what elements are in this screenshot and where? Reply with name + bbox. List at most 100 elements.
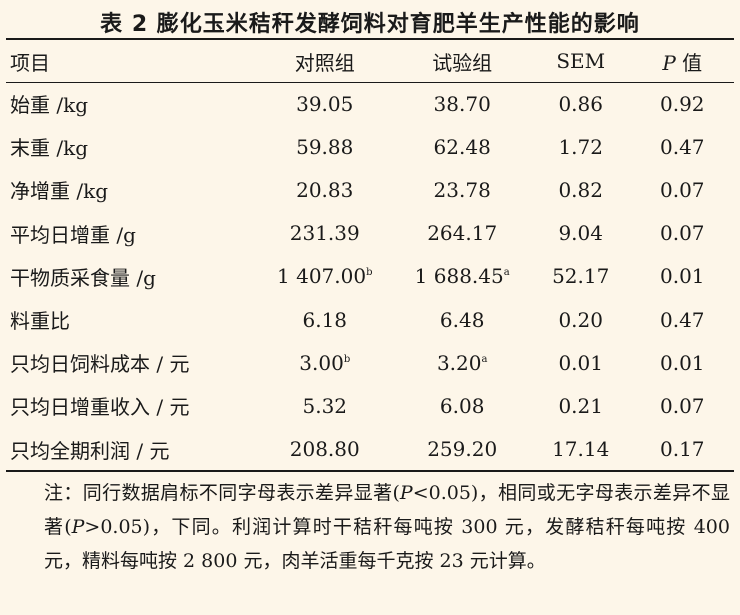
row-control: 59.88 (256, 125, 393, 168)
row-sem: 1.72 (531, 125, 631, 168)
row-p-value-value: 0.01 (659, 264, 705, 289)
row-experiment: 23.78 (393, 168, 530, 211)
row-experiment: 3.20a (393, 341, 530, 384)
row-p-value-value: 0.47 (659, 134, 705, 159)
row-sem-value: 0.21 (558, 393, 603, 418)
row-p-value: 0.01 (631, 255, 734, 298)
significance-letter: b (343, 353, 351, 365)
row-experiment-value: 3.20 (436, 350, 482, 375)
table-row: 末重 /kg 59.88 62.48 1.72 0.47 (6, 125, 734, 168)
table-row: 只均日增重收入 / 元 5.32 6.08 0.21 0.07 (6, 384, 734, 427)
table-row: 料重比 6.18 6.48 0.20 0.47 (6, 298, 734, 341)
note-text-3: >0.05)，下同。利润计算时干秸秆每吨按 300 元，发酵秸秆每吨按 400 … (44, 516, 730, 572)
note-text-2: <0.05)，相同或无字母表示差异不显著( (44, 482, 730, 538)
row-sem-value: 17.14 (552, 437, 610, 462)
row-item: 末重 /kg (6, 125, 256, 168)
row-sem: 52.17 (531, 255, 631, 298)
row-control: 39.05 (256, 82, 393, 125)
row-sem: 0.20 (531, 298, 631, 341)
row-experiment-value: 62.48 (433, 134, 491, 159)
row-experiment-value: 38.70 (433, 91, 491, 116)
row-sem-value: 52.17 (552, 264, 610, 289)
row-p-value-value: 0.47 (659, 307, 705, 332)
row-control-value: 5.32 (302, 393, 348, 418)
row-sem: 0.82 (531, 168, 631, 211)
bottom-rule (6, 470, 734, 472)
row-item: 料重比 (6, 298, 256, 341)
row-control-value: 208.80 (289, 437, 360, 462)
row-experiment: 259.20 (393, 428, 530, 471)
row-item: 始重 /kg (6, 82, 256, 125)
row-experiment-value: 6.08 (439, 393, 485, 418)
row-control-value: 59.88 (296, 134, 354, 159)
row-sem-value: 0.20 (558, 307, 603, 332)
table-row: 始重 /kg 39.05 38.70 0.86 0.92 (6, 82, 734, 125)
table-row: 净增重 /kg 20.83 23.78 0.82 0.07 (6, 168, 734, 211)
row-item-value: 始重 /kg (10, 93, 89, 118)
row-p-value: 0.17 (631, 428, 734, 471)
row-sem: 0.01 (531, 341, 631, 384)
row-p-value: 0.07 (631, 384, 734, 427)
row-item: 干物质采食量 /g (6, 255, 256, 298)
row-control: 208.80 (256, 428, 393, 471)
row-p-value-value: 0.17 (659, 437, 705, 462)
row-control-value: 6.18 (302, 307, 348, 332)
row-p-value-value: 0.01 (659, 350, 705, 375)
row-control: 3.00b (256, 341, 393, 384)
row-p-value: 0.01 (631, 341, 734, 384)
row-item: 平均日增重 /g (6, 212, 256, 255)
row-experiment: 62.48 (393, 125, 530, 168)
row-experiment-value: 1 688.45 (414, 264, 504, 289)
row-item-value: 净增重 /kg (10, 179, 109, 204)
row-control: 1 407.00b (256, 255, 393, 298)
row-control: 231.39 (256, 212, 393, 255)
row-item: 净增重 /kg (6, 168, 256, 211)
table-title: 表 2 膨化玉米秸秆发酵饲料对育肥羊生产性能的影响 (100, 12, 640, 37)
row-control: 6.18 (256, 298, 393, 341)
row-sem-value: 1.72 (558, 134, 603, 159)
row-control-value: 3.00 (299, 350, 344, 375)
row-control-value: 20.83 (296, 177, 354, 202)
row-experiment-value: 259.20 (427, 437, 498, 462)
row-experiment: 38.70 (393, 82, 530, 125)
row-experiment: 264.17 (393, 212, 530, 255)
row-experiment: 6.48 (393, 298, 530, 341)
row-item-value: 平均日增重 /g (10, 222, 136, 247)
row-sem-value: 0.86 (558, 91, 603, 116)
table-footnote: 注：同行数据肩标不同字母表示差异显著(P<0.05)，相同或无字母表示差异不显著… (6, 476, 730, 578)
row-control-value: 1 407.00 (277, 264, 367, 289)
table-row: 干物质采食量 /g 1 407.00b 1 688.45a 52.17 0.01 (6, 255, 734, 298)
row-p-value: 0.07 (631, 168, 734, 211)
row-sem-value: 0.82 (558, 177, 603, 202)
row-p-value: 0.47 (631, 298, 734, 341)
note-p-symbol-2: P (71, 516, 85, 538)
row-experiment: 1 688.45a (393, 255, 530, 298)
row-p-value-value: 0.07 (659, 393, 705, 418)
row-item: 只均全期利润 / 元 (6, 428, 256, 471)
row-item-value: 只均日增重收入 / 元 (10, 395, 190, 420)
row-experiment-value: 6.48 (439, 307, 485, 332)
row-control-value: 231.39 (289, 221, 360, 246)
row-sem: 0.86 (531, 82, 631, 125)
note-p-symbol-1: P (399, 482, 413, 504)
row-p-value: 0.92 (631, 82, 734, 125)
table-row: 只均日饲料成本 / 元 3.00b 3.20a 0.01 0.01 (6, 341, 734, 384)
header-row: 项目 对照组 试验组 SEM P 值 (6, 40, 734, 82)
header-experiment: 试验组 (432, 50, 493, 75)
row-p-value-value: 0.07 (659, 221, 705, 246)
row-p-value-value: 0.07 (659, 177, 705, 202)
row-sem-value: 9.04 (558, 221, 603, 246)
header-item: 项目 (10, 50, 50, 75)
row-sem-value: 0.01 (558, 350, 603, 375)
header-p-value: P 值 (631, 40, 734, 82)
row-p-value-value: 0.92 (659, 91, 705, 116)
row-item-value: 料重比 (10, 309, 70, 334)
row-p-value: 0.47 (631, 125, 734, 168)
table-row: 只均全期利润 / 元 208.80 259.20 17.14 0.17 (6, 428, 734, 471)
significance-letter: b (366, 267, 373, 279)
row-control: 5.32 (256, 384, 393, 427)
top-rule (6, 38, 734, 40)
row-item-value: 末重 /kg (10, 136, 89, 161)
row-control-value: 39.05 (296, 91, 354, 116)
